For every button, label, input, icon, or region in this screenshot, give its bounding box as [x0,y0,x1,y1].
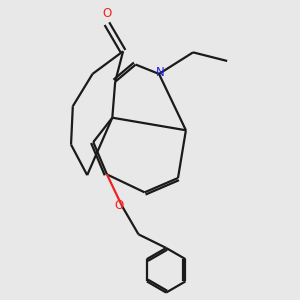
Text: O: O [114,200,124,212]
Text: N: N [156,66,165,79]
Text: O: O [102,7,112,20]
